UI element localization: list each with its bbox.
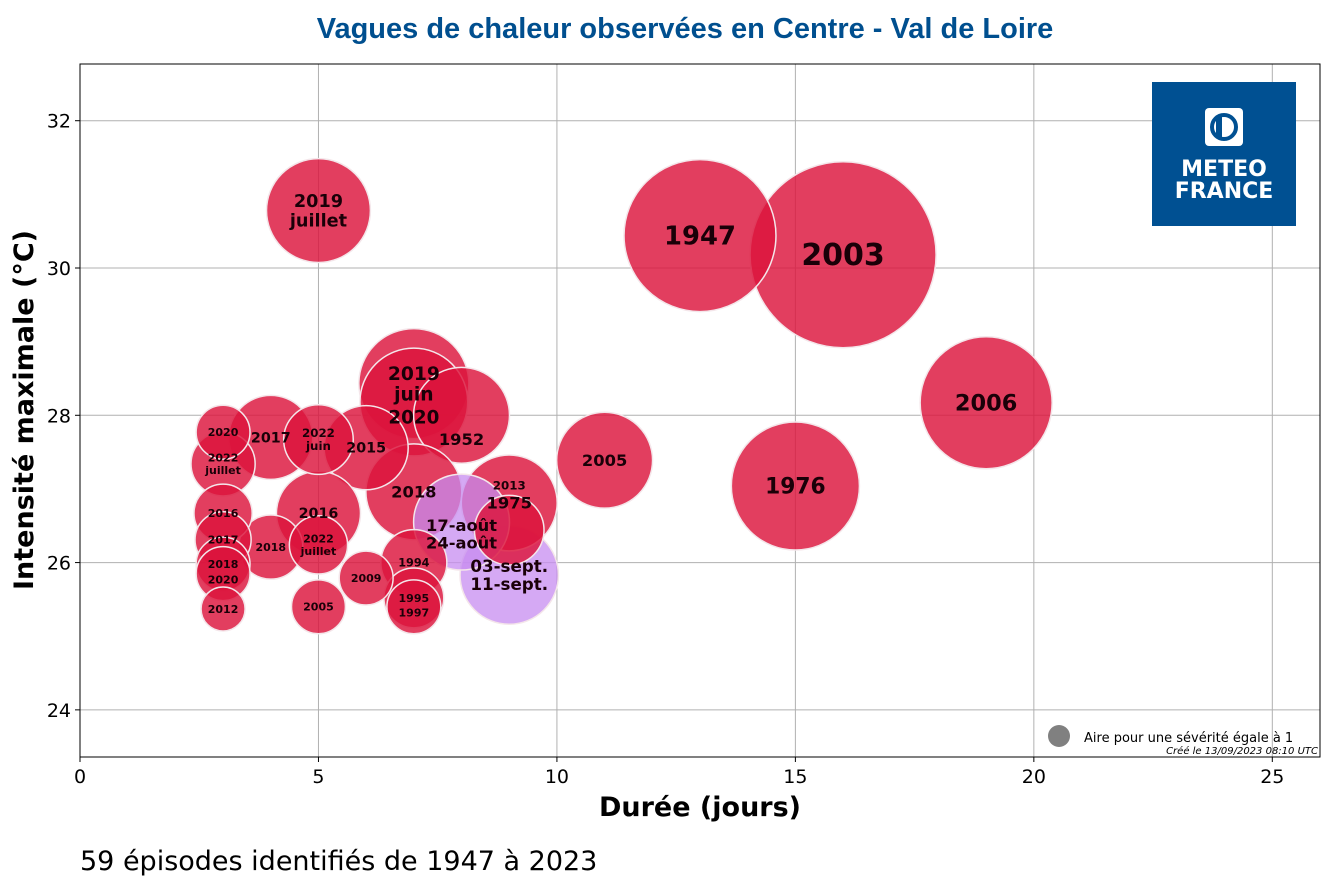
bubble-label: 03-sept. 11-sept. xyxy=(470,556,548,594)
bubble-label: 2022 juillet xyxy=(300,533,337,558)
bubble-2009 xyxy=(338,550,394,606)
logo-line1: METEO xyxy=(1181,157,1267,182)
y-tick-label: 32 xyxy=(47,111,71,133)
bubble-label: 2018 xyxy=(255,541,286,554)
bubble-label: 1994 xyxy=(398,557,429,570)
bubble-label: 2022 juillet xyxy=(204,452,241,477)
created-note: Créé le 13/09/2023 08:10 UTC xyxy=(1166,745,1318,757)
bubble-2022-juin xyxy=(282,404,354,476)
y-tick-label: 26 xyxy=(47,553,71,575)
bubble-1997 xyxy=(386,579,442,635)
bubble-label: 2016 xyxy=(208,507,239,520)
bubble-label: 2016 xyxy=(299,506,339,522)
bubble-2013 xyxy=(473,494,545,566)
bubble-label: 1947 xyxy=(664,222,736,252)
bubble-label: 2005 xyxy=(303,601,334,614)
legend-bubble xyxy=(1048,725,1070,747)
bubble-label: 2020 xyxy=(208,573,239,586)
bubble-2020 xyxy=(195,404,251,460)
y-tick-label: 28 xyxy=(47,405,71,427)
bubble-label: 2005 xyxy=(582,451,627,470)
logo-line2: FRANCE xyxy=(1175,179,1274,204)
bubble-label: 2015 xyxy=(346,441,386,457)
bubble-label: 1952 xyxy=(439,430,484,449)
bubble-label: 2019 juillet xyxy=(289,192,348,231)
plot-frame xyxy=(79,63,1321,758)
bubble-2005 xyxy=(290,579,347,635)
bubble-label: 2009 xyxy=(351,572,382,585)
x-tick-label: 0 xyxy=(74,766,86,788)
bubble-2019-juillet xyxy=(265,157,372,264)
y-tick-label: 24 xyxy=(47,700,71,722)
bubble-label: 2017 xyxy=(208,534,239,547)
x-axis-label: Durée (jours) xyxy=(599,792,801,823)
x-tick-label: 25 xyxy=(1260,766,1284,788)
legend-label: Aire pour une sévérité égale à 1 xyxy=(1084,731,1293,746)
y-axis-label: Intensité maximale (°C) xyxy=(9,230,40,590)
footer-note: 59 épisodes identifiés de 1947 à 2023 xyxy=(80,846,597,877)
bubble-2005 xyxy=(555,411,654,509)
bubble-label: 2013 xyxy=(493,478,526,492)
bubble-label: 2020 xyxy=(388,407,439,428)
bubble-label: 1995 xyxy=(399,592,430,605)
chart-title: Vagues de chaleur observées en Centre - … xyxy=(317,13,1054,45)
bubble-label: 1975 xyxy=(487,494,532,513)
bubble-1952 xyxy=(412,366,511,464)
bubble-label: 17-août 24-août xyxy=(426,516,497,553)
meteo-france-logo: METEO FRANCE xyxy=(1152,82,1296,226)
bubble-1976 xyxy=(730,421,861,551)
bubble-label: 2017 xyxy=(251,430,291,446)
bubble-2006 xyxy=(919,336,1053,470)
x-tick-label: 5 xyxy=(312,766,324,788)
x-tick-label: 20 xyxy=(1022,766,1046,788)
bubble-1947 xyxy=(623,158,777,313)
bubble-label: 1997 xyxy=(399,607,430,620)
bubble-label: 2006 xyxy=(955,391,1017,417)
bubble-label: 2018 xyxy=(391,483,436,502)
x-tick-label: 15 xyxy=(783,766,807,788)
bubble-label: 2020 xyxy=(208,426,239,439)
bubble-label: 2012 xyxy=(208,603,239,616)
bubble-2022-juillet xyxy=(288,515,349,575)
bubble-label: 2018 xyxy=(208,558,239,571)
bubble-label: 1976 xyxy=(765,475,826,500)
y-tick-label: 30 xyxy=(47,258,71,280)
bubble-label: 2022 juin xyxy=(302,426,335,453)
bubble-label: 2003 xyxy=(801,238,885,273)
x-tick-label: 10 xyxy=(545,766,569,788)
bubble-2012 xyxy=(200,586,246,632)
bubble-label: 2019 juin xyxy=(388,364,440,406)
